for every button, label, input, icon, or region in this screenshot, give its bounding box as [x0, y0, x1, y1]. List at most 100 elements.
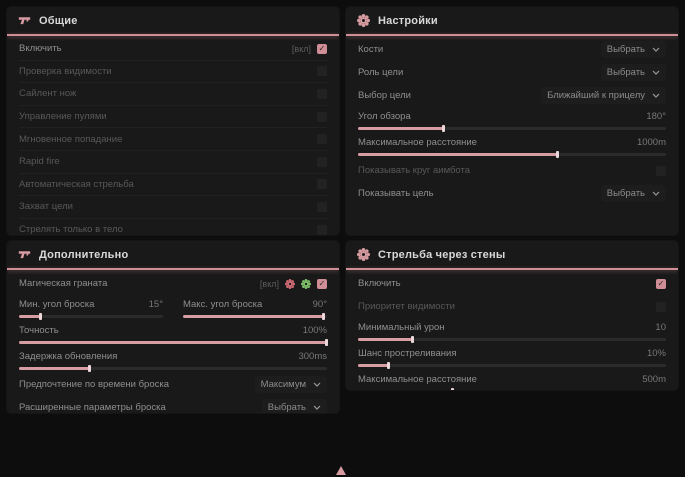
max-distance-slider[interactable]	[358, 151, 666, 158]
checkbox-target-lock[interactable]	[317, 201, 327, 212]
checkbox-visibility-check[interactable]	[317, 66, 327, 77]
throw-time-dropdown[interactable]: Максимум	[255, 376, 327, 393]
checkbox-show-circle[interactable]	[656, 165, 666, 176]
slider-thumb[interactable]	[87, 365, 91, 372]
checkbox-instant-hit[interactable]	[317, 134, 327, 145]
chevron-down-icon	[313, 405, 321, 410]
target-select-dropdown[interactable]: Ближайший к прицелу	[541, 87, 666, 104]
dropdown-value: Выбрать	[606, 44, 645, 55]
bones-dropdown[interactable]: Выбрать	[601, 41, 666, 58]
slider-thumb[interactable]	[411, 336, 415, 343]
checkbox-wallbang-enable[interactable]	[656, 278, 666, 289]
accuracy-slider[interactable]	[19, 339, 328, 346]
slider-value: 10	[655, 322, 666, 333]
panel-title: Общие	[39, 14, 78, 27]
row-label: Включить	[19, 43, 62, 55]
slider-fill	[183, 313, 326, 320]
general-row-rapid-fire[interactable]: Rapid fire	[19, 151, 327, 174]
panel-title: Дополнительно	[39, 248, 129, 261]
panel-additional-header: Дополнительно	[7, 241, 339, 268]
wallbang-row-visibility-priority[interactable]: Приоритет видимости	[358, 295, 666, 318]
row-label: Приоритет видимости	[358, 301, 455, 312]
slider-value: 500m	[642, 374, 666, 385]
general-row-target-lock[interactable]: Захват цели	[19, 196, 327, 219]
settings-row-show-target: Показывать цель Выбрать	[358, 182, 666, 205]
additional-row-magic-grenade[interactable]: Магическая граната [вкл]	[19, 272, 327, 295]
slider-thumb[interactable]	[556, 151, 560, 158]
general-row-instant-hit[interactable]: Мгновенное попадание	[19, 128, 327, 151]
general-row-enable[interactable]: Включить [вкл]	[19, 38, 327, 61]
row-label: Управление пулями	[19, 111, 107, 123]
row-label: Выбор цели	[358, 90, 411, 101]
row-label: Точность	[19, 325, 59, 336]
general-row-body-only[interactable]: Стрелять только в тело	[19, 219, 327, 235]
slider-fill	[19, 313, 42, 320]
checkbox-rapid-fire[interactable]	[317, 156, 327, 167]
wallbang-row-penetration-chance: Шанс простреливания 10%	[358, 344, 666, 370]
row-label: Шанс простреливания	[358, 348, 457, 359]
row-label: Предпочтение по времени броска	[19, 379, 169, 390]
min-damage-slider[interactable]	[358, 336, 666, 343]
slider-thumb[interactable]	[386, 362, 390, 369]
slider-thumb[interactable]	[38, 313, 42, 320]
chevron-down-icon	[652, 47, 660, 52]
settings-row-fov: Угол обзора 180°	[358, 107, 666, 133]
row-label: Показывать круг аимбота	[358, 165, 471, 176]
slider-fill	[358, 336, 415, 343]
checkbox-bullet-control[interactable]	[317, 111, 327, 122]
checkbox-enable[interactable]	[317, 43, 327, 54]
min-angle-slider[interactable]	[19, 313, 163, 320]
slider-value: 1000m	[636, 137, 666, 148]
checkbox-silent-knife[interactable]	[317, 88, 327, 99]
row-label: Проверка видимости	[19, 65, 112, 77]
slider-thumb[interactable]	[325, 339, 328, 346]
update-delay-slider[interactable]	[19, 365, 327, 372]
show-target-dropdown[interactable]: Выбрать	[601, 185, 666, 202]
general-row-silent-knife[interactable]: Сайлент нож	[19, 83, 327, 106]
row-label: Минимальный урон	[358, 322, 445, 333]
max-angle-slider[interactable]	[183, 313, 327, 320]
general-row-visibility-check[interactable]: Проверка видимости	[19, 61, 327, 84]
keybind-badge: [вкл]	[291, 43, 311, 54]
general-row-bullet-control[interactable]: Управление пулями	[19, 106, 327, 129]
grenade-green-gear-icon[interactable]	[301, 278, 311, 289]
row-label: Захват цели	[19, 201, 73, 213]
row-label: Автоматическая стрельба	[19, 178, 134, 190]
grenade-red-gear-icon[interactable]	[285, 278, 295, 289]
slider-fill	[358, 362, 390, 369]
target-role-dropdown[interactable]: Выбрать	[601, 64, 666, 81]
checkbox-visibility-priority[interactable]	[656, 301, 666, 312]
accent-divider	[346, 34, 678, 36]
slider-value: 90°	[312, 299, 327, 310]
mouse-cursor	[336, 466, 346, 475]
dropdown-value: Выбрать	[267, 402, 306, 413]
slider-thumb[interactable]	[451, 388, 455, 390]
row-label: Кости	[358, 44, 384, 55]
checkbox-auto-shoot[interactable]	[317, 179, 327, 190]
settings-row-target-select: Выбор цели Ближайший к прицелу	[358, 84, 666, 107]
penetration-chance-slider[interactable]	[358, 362, 666, 369]
checkbox-body-only[interactable]	[317, 224, 327, 235]
fov-slider[interactable]	[358, 125, 666, 132]
row-label: Расширенные параметры броска	[19, 402, 166, 413]
advanced-params-dropdown[interactable]: Выбрать	[262, 399, 327, 413]
row-label: Сайлент нож	[19, 88, 77, 100]
slider-thumb[interactable]	[442, 125, 446, 132]
row-label: Роль цели	[358, 67, 404, 78]
keybind-badge: [вкл]	[259, 278, 279, 289]
chevron-down-icon	[652, 70, 660, 75]
slider-fill	[358, 125, 446, 132]
wallbang-row-enable[interactable]: Включить	[358, 272, 666, 295]
panel-wallbang-header: Стрельба через стены	[346, 241, 678, 268]
chevron-down-icon	[652, 191, 660, 196]
slider-fill	[358, 151, 560, 158]
row-label: Угол обзора	[358, 111, 411, 122]
checkbox-magic-grenade[interactable]	[317, 278, 327, 289]
dropdown-value: Максимум	[260, 379, 306, 390]
settings-row-show-circle[interactable]: Показывать круг аимбота	[358, 159, 666, 182]
slider-thumb[interactable]	[322, 313, 326, 320]
wallbang-row-min-damage: Минимальный урон 10	[358, 318, 666, 344]
general-row-auto-shoot[interactable]: Автоматическая стрельба	[19, 174, 327, 197]
dropdown-value: Выбрать	[606, 188, 645, 199]
row-label: Макс. угол броска	[183, 299, 263, 310]
